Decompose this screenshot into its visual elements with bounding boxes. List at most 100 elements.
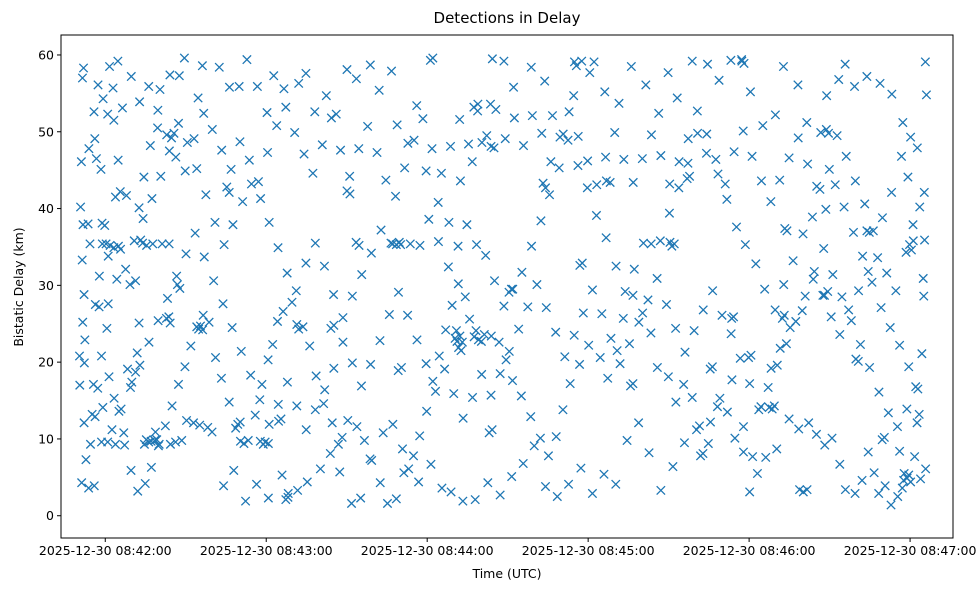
data-point <box>263 355 273 365</box>
data-point <box>778 61 789 72</box>
data-point <box>90 134 100 144</box>
data-point <box>882 268 892 278</box>
data-point <box>541 302 551 313</box>
data-point <box>495 369 505 379</box>
data-point <box>641 80 651 90</box>
data-point <box>89 481 99 491</box>
data-point <box>471 325 481 336</box>
data-point <box>104 61 115 72</box>
data-point <box>656 150 666 161</box>
data-point <box>463 139 474 149</box>
data-point <box>415 431 425 441</box>
data-point <box>262 147 273 158</box>
data-point <box>569 91 579 101</box>
data-point <box>855 339 866 350</box>
data-point <box>839 202 849 212</box>
data-point <box>544 190 555 200</box>
data-point <box>827 433 837 443</box>
data-point <box>501 355 511 365</box>
data-point <box>738 447 749 457</box>
data-point <box>532 279 542 290</box>
x-tick-label: 2025-12-30 08:44:00 <box>361 543 494 558</box>
data-point <box>909 451 920 462</box>
data-point <box>758 120 768 131</box>
data-point <box>294 78 304 89</box>
data-point <box>433 197 443 208</box>
data-point <box>684 171 695 181</box>
data-point <box>253 177 264 187</box>
data-point <box>689 325 699 336</box>
data-point <box>637 308 648 318</box>
data-point <box>798 229 808 239</box>
data-point <box>179 53 190 63</box>
data-point <box>853 286 864 296</box>
data-point <box>100 220 110 231</box>
data-point <box>808 274 818 284</box>
data-point <box>188 418 199 428</box>
data-point <box>84 143 94 154</box>
data-point <box>250 410 260 420</box>
data-point <box>705 417 716 427</box>
data-point <box>555 132 565 142</box>
data-point <box>896 151 907 161</box>
data-point <box>614 98 624 109</box>
data-point <box>224 397 234 407</box>
data-point <box>171 271 182 281</box>
x-axis-label: Time (UTC) <box>471 566 541 581</box>
data-point <box>152 435 162 445</box>
data-point <box>103 299 113 309</box>
data-point <box>578 308 588 318</box>
data-point <box>89 107 99 117</box>
data-point <box>779 310 789 320</box>
data-point <box>195 420 205 430</box>
data-point <box>720 179 730 189</box>
data-point <box>413 477 424 487</box>
data-point <box>672 93 682 103</box>
data-point <box>305 341 315 351</box>
data-point <box>210 352 221 363</box>
data-point <box>824 164 834 175</box>
data-point <box>527 110 538 121</box>
data-point <box>78 63 89 73</box>
data-point <box>359 435 370 446</box>
data-points <box>74 53 932 510</box>
data-point <box>846 316 856 326</box>
data-point <box>804 418 814 428</box>
data-point <box>171 152 181 162</box>
data-point <box>362 121 373 132</box>
data-point <box>140 478 150 489</box>
data-point <box>864 362 875 373</box>
data-point <box>269 71 279 81</box>
data-point <box>279 84 289 94</box>
data-point <box>130 276 141 286</box>
data-point <box>860 199 870 209</box>
data-point <box>646 328 656 338</box>
data-point <box>611 261 621 271</box>
data-point <box>181 415 192 426</box>
data-point <box>663 67 673 78</box>
data-point <box>125 382 136 393</box>
data-point <box>276 414 286 424</box>
data-point <box>853 356 863 367</box>
data-point <box>904 362 914 372</box>
data-point <box>620 286 630 297</box>
data-point <box>915 474 926 484</box>
data-point <box>862 71 872 82</box>
data-point <box>876 302 886 313</box>
data-point <box>272 316 283 327</box>
data-point <box>346 498 357 509</box>
data-point <box>98 402 108 413</box>
data-point <box>756 176 767 186</box>
data-point <box>600 87 610 97</box>
data-point <box>342 64 352 75</box>
data-point <box>769 401 779 411</box>
data-point <box>458 496 468 506</box>
data-point <box>495 490 505 500</box>
data-point <box>426 459 436 469</box>
data-point <box>430 386 441 396</box>
data-point <box>726 55 736 66</box>
data-point <box>661 299 672 310</box>
data-point <box>462 220 472 230</box>
data-point <box>885 322 895 333</box>
